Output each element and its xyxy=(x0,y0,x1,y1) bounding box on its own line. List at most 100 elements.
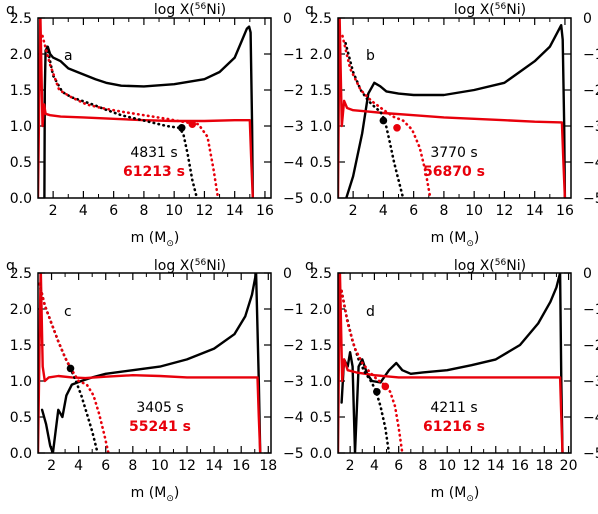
series-line-q-red xyxy=(38,273,262,453)
xlabel-main: m (M xyxy=(431,485,467,501)
series-line-ni-red xyxy=(341,34,432,198)
y-tick-label-right: −5 xyxy=(583,446,598,462)
xlabel-close: ) xyxy=(174,230,179,246)
x-tick-label: 14 xyxy=(226,203,244,219)
marker-point-black xyxy=(177,124,186,132)
y-tick-label-left: 1.0 xyxy=(10,374,32,390)
y-tick-label-right: −1 xyxy=(283,47,304,63)
y-tick-label-right: 0 xyxy=(583,11,592,27)
series-line-q-black xyxy=(345,24,567,198)
xlabel-sun: ⊙ xyxy=(166,239,174,249)
series-line-ni-red xyxy=(38,282,110,453)
series-line-q-red xyxy=(38,18,254,198)
series-line-q-black xyxy=(340,273,564,453)
y-tick-label-left: 1.5 xyxy=(310,83,332,99)
y-tick-label-left: 1.0 xyxy=(310,374,332,390)
time-label-black: 4211 s xyxy=(430,400,477,416)
y-tick-label-right: −2 xyxy=(283,338,304,354)
series-line-q-red xyxy=(338,18,567,198)
y-tick-label-right: −2 xyxy=(283,83,304,99)
marker-point-black xyxy=(379,116,388,125)
panel-frame xyxy=(37,272,272,454)
series-group xyxy=(338,273,564,453)
y-tick-label-right: 0 xyxy=(283,266,292,282)
series-line-ni-black xyxy=(45,45,199,198)
x-tick-label: 12 xyxy=(496,203,514,219)
y-tick-label-left: 2.0 xyxy=(10,302,32,318)
y-tick-label-right: −2 xyxy=(583,83,598,99)
x-tick-label: 8 xyxy=(418,458,427,474)
y-tick-label-left: 0.5 xyxy=(10,410,32,426)
panel-b: 2 4 6 8 10 12 14 16 0.0 0.5 1.0 1.5 2.0 2.5 −5 −4 −3 −2 −1… xyxy=(305,2,598,249)
y-axis-label-right: log X(56Ni) xyxy=(454,258,526,274)
y-tick-label-right: −5 xyxy=(283,446,304,462)
plot-area: 2 4 6 8 10 12 14 16 0.0 0.5 1.0 1.5 2.0 2.5 −5 −4 −3 −2 −1… xyxy=(10,11,304,219)
marker-point-black xyxy=(66,364,75,373)
y-tick-label-left: 0.0 xyxy=(310,191,332,207)
xlabel-close: ) xyxy=(474,230,479,246)
xlabel-close: ) xyxy=(174,485,179,501)
x-tick-label: 10 xyxy=(438,458,456,474)
y-tick-label-right: −1 xyxy=(583,302,598,318)
plot-area: 2 4 6 8 10 12 14 16 18 0.0 0.5 1.0 1.5 2.0 2.5 −5 −4 −3 −2… xyxy=(10,266,304,474)
y-tick-label-right: −4 xyxy=(583,155,598,171)
time-label-black: 4831 s xyxy=(130,145,177,161)
x-tick-label: 4 xyxy=(79,203,88,219)
x-tick-label: 8 xyxy=(128,458,137,474)
y-tick-label-right: −5 xyxy=(583,191,598,207)
x-axis-label: m (M⊙) xyxy=(131,230,180,249)
y-tick-label-left: 0.5 xyxy=(310,410,332,426)
panel-label: b xyxy=(366,48,375,64)
y-tick-label-right: −3 xyxy=(283,374,304,390)
x-tick-label: 6 xyxy=(109,203,118,219)
time-label-red: 61213 s xyxy=(123,164,185,180)
y-tick-label-left: 1.5 xyxy=(310,338,332,354)
xlabel-close: ) xyxy=(474,485,479,501)
x-tick-label: 16 xyxy=(256,203,274,219)
y-tick-label-left: 2.0 xyxy=(310,302,332,318)
y-tick-label-right: −3 xyxy=(583,374,598,390)
y-tick-label-right: −4 xyxy=(283,410,304,426)
plot-area: 2 4 6 8 10 12 14 16 0.0 0.5 1.0 1.5 2.0 2.5 −5 −4 −3 −2 −1… xyxy=(310,11,598,219)
x-tick-label: 14 xyxy=(526,203,544,219)
series-group xyxy=(338,18,567,198)
y-axis-label-right: log X(56Ni) xyxy=(154,258,226,274)
y-tick-label-left: 0.0 xyxy=(10,446,32,462)
y-axis-label-left: q xyxy=(6,2,15,18)
x-tick-label: 6 xyxy=(409,203,418,219)
y-tick-label-left: 0.5 xyxy=(10,155,32,171)
y-tick-label-left: 2.0 xyxy=(310,47,332,63)
xlabel-main: m (M xyxy=(431,230,467,246)
x-tick-label: 6 xyxy=(394,458,403,474)
ylabel-right-sup: 56 xyxy=(495,258,507,268)
ylabel-right-end: Ni) xyxy=(206,2,226,18)
series-line-ni-black xyxy=(344,41,405,198)
x-tick-label: 6 xyxy=(101,458,110,474)
xlabel-main: m (M xyxy=(131,230,167,246)
series-line-q-black xyxy=(40,273,262,453)
y-tick-label-left: 0.0 xyxy=(310,446,332,462)
ylabel-right-sup: 56 xyxy=(495,2,507,12)
ylabel-right-end: Ni) xyxy=(206,258,226,274)
y-axis-label-left: q xyxy=(6,258,15,274)
x-axis-label: m (M⊙) xyxy=(431,485,480,504)
x-tick-label: 12 xyxy=(196,203,214,219)
series-line-q-black xyxy=(43,25,254,198)
ylabel-right-end: Ni) xyxy=(506,258,526,274)
x-tick-label: 10 xyxy=(165,203,183,219)
x-tick-label: 2 xyxy=(47,458,56,474)
y-axis-label-right: log X(56Ni) xyxy=(454,2,526,18)
y-tick-label-right: −4 xyxy=(283,155,304,171)
marker-point-red xyxy=(381,382,390,391)
y-tick-label-left: 2.5 xyxy=(10,11,32,27)
y-tick-label-right: −3 xyxy=(583,119,598,135)
y-tick-label-left: 2.5 xyxy=(10,266,32,282)
x-tick-label: 4 xyxy=(74,458,83,474)
x-axis-label: m (M⊙) xyxy=(431,230,480,249)
x-tick-label: 12 xyxy=(178,458,196,474)
x-tick-label: 2 xyxy=(349,203,358,219)
series-group xyxy=(38,273,262,453)
x-tick-label: 20 xyxy=(560,458,578,474)
ylabel-right-sup: 56 xyxy=(195,258,207,268)
